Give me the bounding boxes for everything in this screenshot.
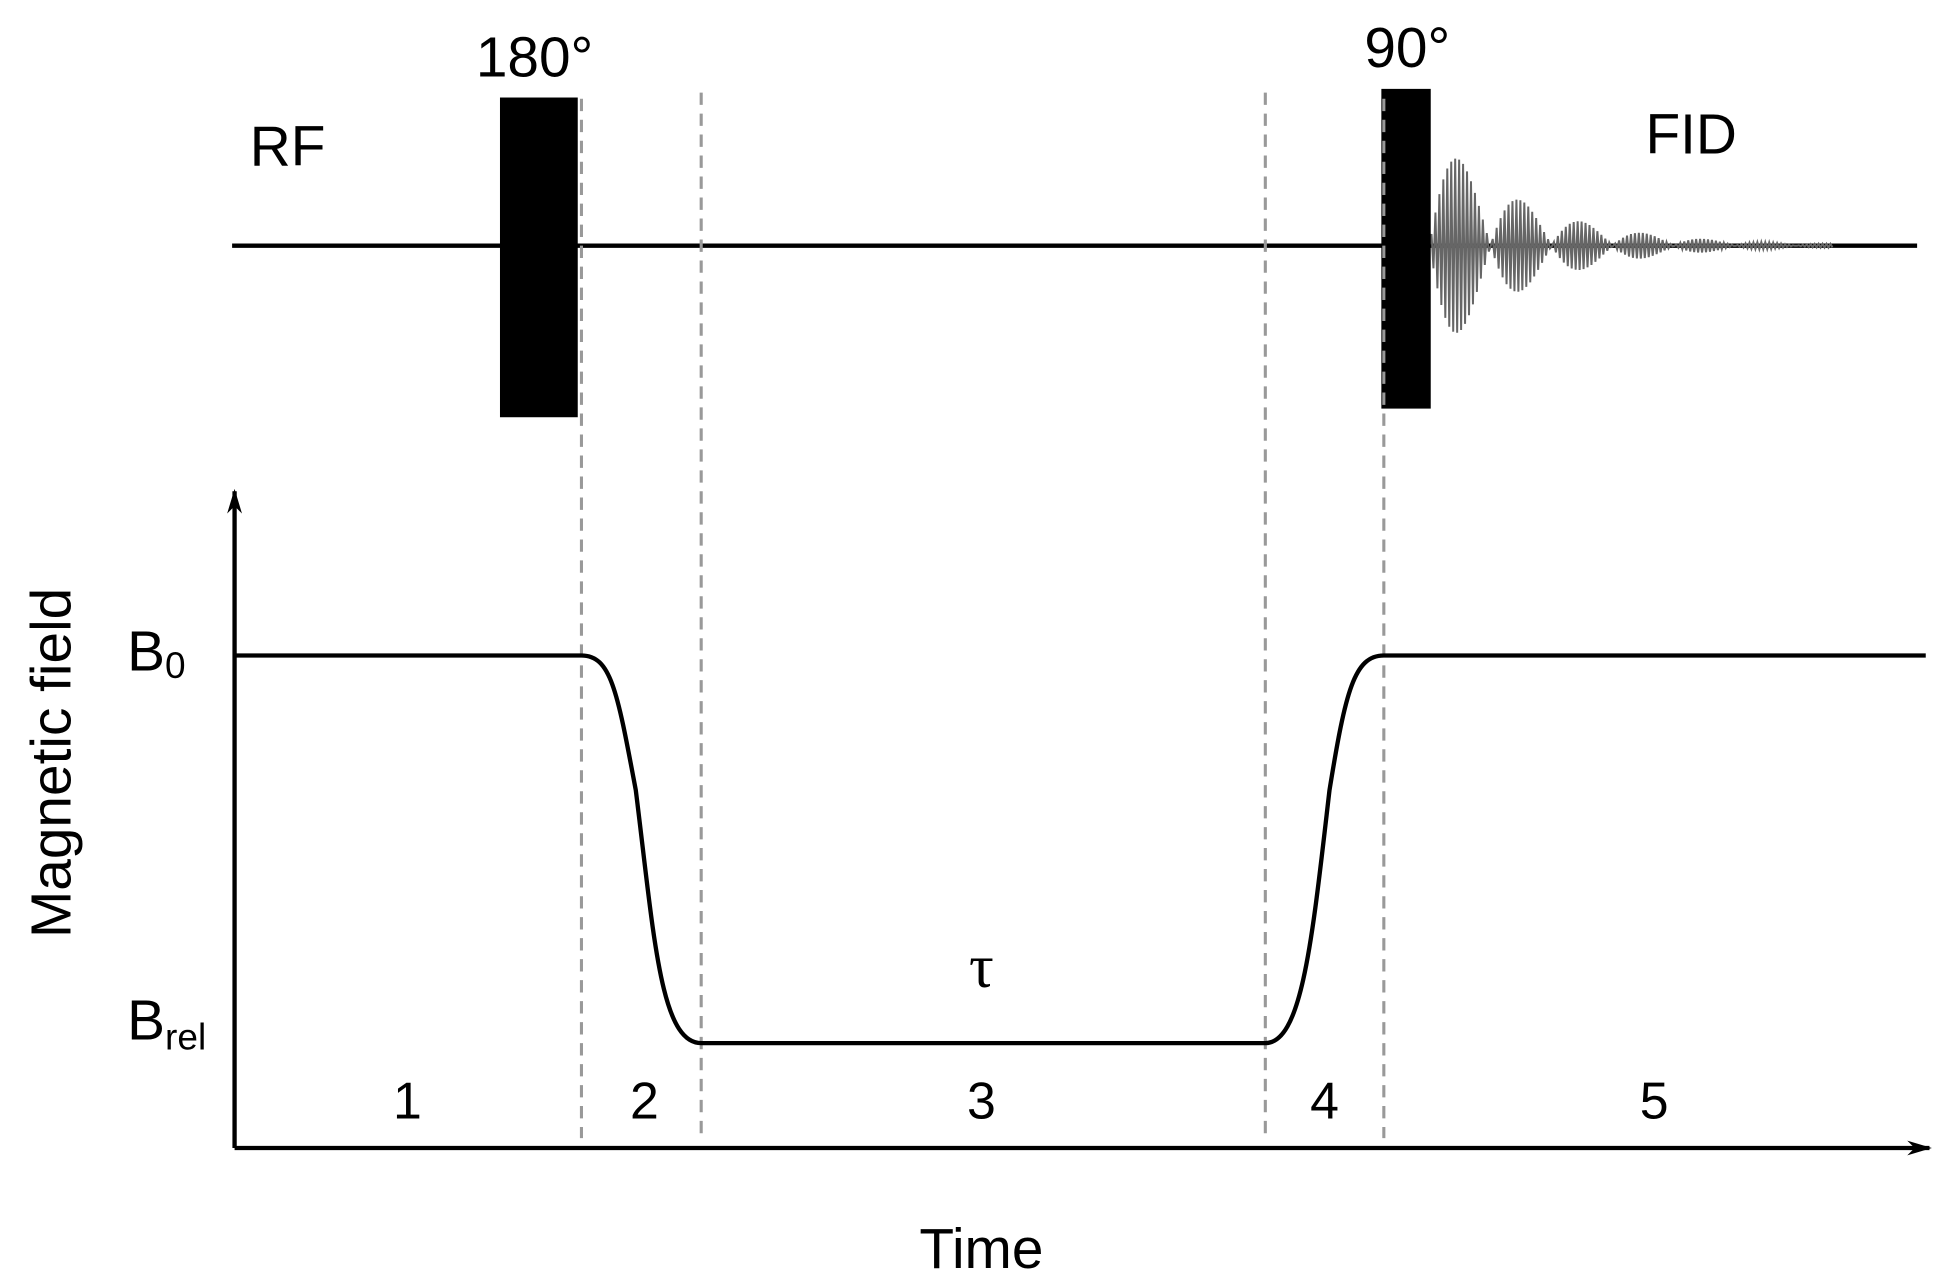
- pulse-label: 90°: [1364, 17, 1450, 80]
- interval-label: τ: [969, 933, 994, 1001]
- level-label: Brel: [127, 990, 206, 1058]
- pulse-90: [1381, 88, 1431, 409]
- level-label: B0: [127, 620, 185, 685]
- period-label: 2: [630, 1072, 659, 1130]
- period-label: 4: [1310, 1072, 1339, 1130]
- pulse-label: 180°: [476, 27, 593, 90]
- level-subscript: 0: [165, 644, 186, 686]
- x-axis-label: Time: [919, 1218, 1043, 1269]
- fid-signal: [1428, 158, 1834, 333]
- level-symbol: B: [127, 620, 165, 683]
- period-label: 3: [967, 1072, 996, 1130]
- period-label: 1: [393, 1072, 422, 1130]
- period-label: 5: [1640, 1072, 1669, 1130]
- pulse-180: [499, 97, 578, 418]
- level-subscript: rel: [165, 1015, 206, 1057]
- y-axis-label: Magnetic field: [21, 588, 84, 938]
- fid-label: FID: [1645, 103, 1736, 166]
- level-symbol: B: [127, 990, 165, 1053]
- field-profile: [234, 653, 1926, 1046]
- rf-label: RF: [250, 116, 326, 179]
